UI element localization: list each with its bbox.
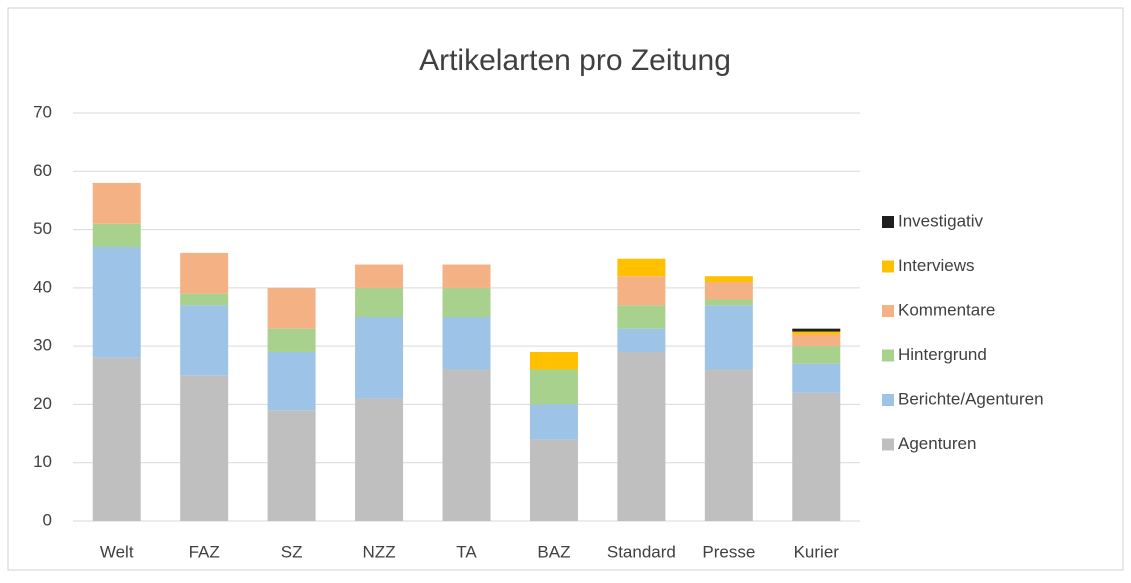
bar-segment — [92, 182, 141, 224]
bar-segment — [792, 363, 841, 393]
x-tick-label: NZZ — [363, 542, 396, 561]
legend-label: Interviews — [898, 256, 975, 275]
y-tick-label: 40 — [33, 277, 52, 296]
bar-segment — [617, 305, 666, 329]
bar-segment — [180, 252, 229, 294]
bar-segment — [267, 410, 316, 521]
x-tick-label: Standard — [607, 542, 676, 561]
bar-segment — [792, 392, 841, 521]
bar-segment — [617, 328, 666, 352]
x-tick-label: BAZ — [537, 542, 570, 561]
bar-segment — [617, 276, 666, 306]
bar-segment — [704, 299, 753, 306]
bar-segment — [92, 357, 141, 521]
bar-segment — [704, 276, 753, 283]
legend-label: Hintergrund — [898, 345, 987, 364]
y-tick-label: 60 — [33, 161, 52, 180]
x-tick-label: Welt — [100, 542, 134, 561]
bar-segment — [442, 369, 491, 521]
bar-segment — [92, 223, 141, 248]
legend-swatch — [882, 305, 894, 317]
x-tick-label: TA — [456, 542, 477, 561]
bar-segment — [267, 328, 316, 352]
bar-segment — [355, 317, 404, 399]
legend-label: Investigativ — [898, 211, 984, 230]
bar-segment — [704, 369, 753, 521]
bar-segment — [180, 305, 229, 376]
y-tick-label: 10 — [33, 452, 52, 471]
bar-segment — [704, 305, 753, 370]
y-tick-label: 50 — [33, 219, 52, 238]
x-tick-label: SZ — [281, 542, 303, 561]
bar-segment — [267, 351, 316, 411]
bar-segment — [792, 346, 841, 364]
bar-segment — [529, 439, 578, 521]
bar-segment — [704, 282, 753, 300]
bar-segment — [92, 247, 141, 358]
bar-segment — [617, 258, 666, 277]
bar-segment — [792, 331, 841, 335]
bar-segment — [442, 317, 491, 370]
bar-segment — [267, 287, 316, 329]
legend-swatch — [882, 349, 894, 362]
x-tick-label: FAZ — [189, 542, 220, 561]
bar-segment — [355, 264, 404, 288]
y-tick-label: 30 — [33, 336, 52, 355]
bar-segment — [792, 334, 841, 347]
bar-segment — [180, 293, 229, 306]
bar-segment — [792, 328, 841, 332]
bar-segment — [355, 287, 404, 317]
x-tick-label: Kurier — [794, 542, 840, 561]
y-tick-label: 0 — [43, 510, 52, 529]
legend-label: Berichte/Agenturen — [898, 389, 1044, 408]
bar-segment — [529, 351, 578, 370]
y-tick-label: 20 — [33, 394, 52, 413]
legend-label: Agenturen — [898, 434, 976, 453]
bar-segment — [180, 375, 229, 521]
bar-segment — [442, 264, 491, 288]
legend-swatch — [882, 260, 894, 273]
chart-title: Artikelarten pro Zeitung — [419, 44, 731, 77]
bar-segment — [355, 398, 404, 521]
bar-segment — [529, 369, 578, 405]
y-tick-label: 70 — [33, 102, 52, 121]
bar-segment — [617, 351, 666, 521]
legend-swatch — [882, 438, 894, 451]
legend-swatch — [882, 216, 894, 228]
legend-swatch — [882, 394, 894, 406]
x-tick-label: Presse — [702, 542, 755, 561]
bar-segment — [529, 404, 578, 440]
legend-label: Kommentare — [898, 300, 995, 319]
bar-segment — [442, 287, 491, 317]
